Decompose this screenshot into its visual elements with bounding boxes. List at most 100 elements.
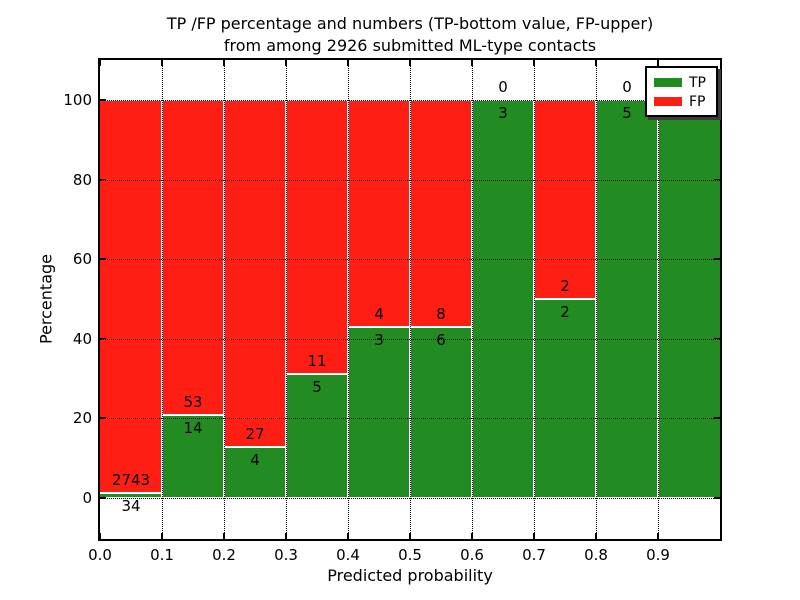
y-tick-label: 60 [72, 250, 92, 269]
bar-segment-divider [348, 326, 410, 329]
legend-item-fp: FP [647, 92, 716, 111]
v-gridline [596, 60, 597, 539]
x-tick-label: 0.6 [460, 546, 484, 564]
bar-label-fp: 11 [307, 351, 327, 370]
x-tick-mark-top [161, 60, 163, 66]
bar-segment-fp [410, 100, 472, 328]
x-tick-mark [347, 533, 349, 539]
bar-segment-fp [286, 100, 348, 374]
y-tick-mark [100, 178, 106, 181]
bar-label-tp: 34 [121, 497, 141, 516]
v-gridline [348, 60, 349, 539]
x-tick-mark [533, 533, 535, 539]
x-tick-mark-top [223, 60, 225, 66]
x-tick-label: 0.3 [274, 546, 298, 564]
bar-segment-divider [224, 445, 286, 448]
y-tick-mark-right [714, 497, 720, 499]
x-tick-label: 0.1 [150, 546, 174, 564]
x-tick-mark-top [409, 60, 411, 66]
y-tick-mark [100, 258, 106, 260]
legend-label-tp: TP [689, 74, 706, 91]
x-tick-label: 0.9 [646, 546, 670, 564]
x-tick-label: 0.4 [336, 546, 360, 564]
bar-label-tp: 5 [312, 377, 322, 396]
y-tick-mark [100, 337, 106, 340]
y-tick-mark [100, 417, 106, 419]
bar-label-fp: 27 [245, 424, 265, 443]
y-tick-mark-right [714, 178, 720, 181]
x-tick-label: 0.8 [584, 546, 608, 564]
bar-segment-fp [162, 100, 224, 415]
y-tick-mark-right [714, 417, 720, 419]
v-gridline [658, 60, 659, 539]
bar-segment-divider [286, 372, 348, 375]
v-gridline [534, 60, 535, 539]
bar-label-fp: 2743 [111, 471, 151, 490]
y-tick-label: 0 [82, 489, 92, 507]
x-tick-mark-top [347, 60, 349, 66]
bar-segment-divider [410, 326, 472, 329]
bar-segment-tp [658, 100, 720, 498]
x-tick-mark [595, 533, 597, 539]
x-tick-label: 0.7 [522, 546, 546, 564]
v-gridline [162, 60, 163, 539]
bar-label-fp: 8 [436, 305, 446, 324]
bar-label-fp: 0 [498, 78, 508, 96]
x-tick-mark [161, 533, 163, 539]
x-tick-label: 0.0 [88, 546, 112, 564]
bar-segment-tp [410, 327, 472, 498]
chart-title-line1: TP /FP percentage and numbers (TP-bottom… [166, 14, 654, 33]
bar-label-tp: 4 [250, 450, 260, 469]
y-tick-label: 40 [72, 329, 92, 348]
x-axis-label: Predicted probability [327, 566, 493, 585]
bar-segment-divider [162, 413, 224, 416]
bar-segment-tp [596, 100, 658, 498]
bar-segment-fp [100, 100, 162, 494]
bar-segment-fp [348, 100, 410, 328]
fp-color-swatch [654, 97, 682, 106]
bar-label-tp: 3 [374, 331, 384, 350]
y-tick-label: 100 [63, 91, 92, 109]
x-tick-label: 0.5 [398, 546, 422, 564]
bar-label-fp: 0 [622, 78, 632, 96]
bar-segment-tp [472, 100, 534, 498]
bar-segment-tp [534, 299, 596, 498]
x-tick-mark [471, 533, 473, 539]
x-tick-mark-top [471, 60, 473, 66]
legend-label-fp: FP [689, 93, 706, 110]
x-tick-mark-top [533, 60, 535, 66]
x-tick-mark-top [285, 60, 287, 66]
x-tick-mark [285, 533, 287, 539]
v-gridline [410, 60, 411, 539]
plot-area: 2743345314274115438603220502020406080100… [63, 58, 722, 564]
x-tick-mark-top [99, 60, 101, 66]
x-tick-mark [223, 533, 225, 539]
y-tick-mark [100, 497, 106, 499]
bar-segment-tp [348, 327, 410, 498]
y-tick-mark-right [714, 258, 720, 260]
bar-label-fp: 2 [560, 277, 570, 295]
v-gridline [224, 60, 225, 539]
y-tick-label: 20 [72, 409, 92, 428]
bar-label-tp: 14 [183, 418, 203, 437]
bar-label-tp: 5 [622, 104, 632, 122]
x-tick-mark [409, 533, 411, 539]
chart-title-line2: from among 2926 submitted ML-type contac… [223, 36, 597, 55]
tp-color-swatch [654, 78, 682, 87]
x-tick-mark [99, 533, 101, 539]
bar-segment-tp [100, 493, 162, 498]
bar-segment-fp [534, 100, 596, 299]
bar-label-fp: 4 [374, 305, 384, 324]
legend: TP FP [645, 66, 718, 117]
bar-label-tp: 3 [498, 104, 508, 122]
bar-label-tp: 6 [436, 331, 446, 350]
bar-label-tp: 2 [560, 303, 570, 321]
bar-label-fp: 53 [183, 392, 203, 411]
legend-item-tp: TP [647, 73, 716, 92]
x-tick-mark [657, 533, 659, 539]
bar-segment-tp [162, 414, 224, 498]
bar-segment-fp [224, 100, 286, 447]
v-gridline [472, 60, 473, 539]
v-gridline [286, 60, 287, 539]
